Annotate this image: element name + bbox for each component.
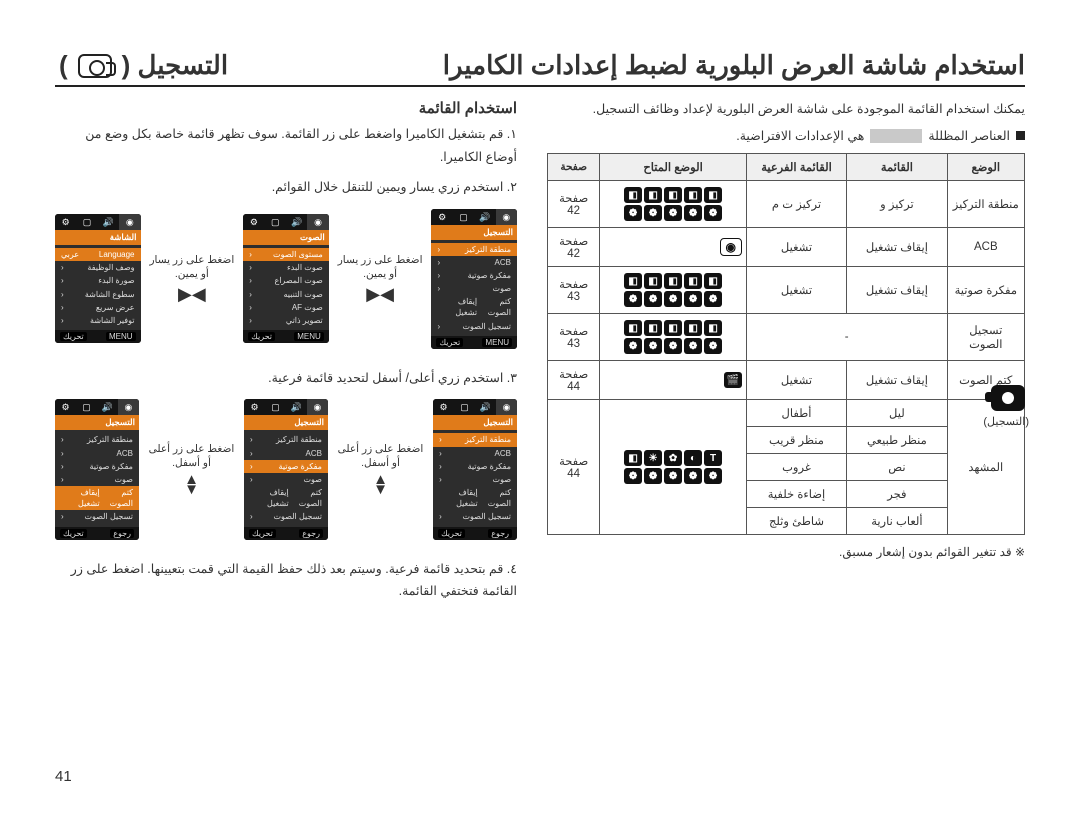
arrow-left-icon: ◀▶ bbox=[178, 285, 206, 303]
ud-arrow: اضغط على زر أعلى أو أسفل. ▲▼ bbox=[147, 443, 236, 495]
sub-title: التسجيل ( bbox=[122, 50, 228, 81]
lcd-screen: ◉🔊▢⚙ الشاشة Languageعربيوصف الوظيفة‹صورة… bbox=[55, 214, 141, 343]
camera-icon: ◉ bbox=[720, 238, 742, 256]
th-mode: الوضع bbox=[947, 154, 1024, 181]
camera-outline-icon bbox=[78, 54, 112, 78]
settings-table: الوضع القائمة القائمة الفرعية الوضع المت… bbox=[547, 153, 1025, 535]
lcd-screen: ◉🔊▢⚙ التسجيل منطقة التركيز‹ACB‹مفكرة صوت… bbox=[431, 209, 517, 349]
lcd-screen: ◉🔊▢⚙ الصوت مستوى الصوت‹صوت البدء‹صوت الم… bbox=[243, 214, 329, 343]
square-bullet-icon bbox=[1016, 131, 1025, 140]
intro-text: يمكنك استخدام القائمة الموجودة على شاشة … bbox=[547, 99, 1025, 120]
th-menu: القائمة bbox=[847, 154, 947, 181]
screens-row-1: ◉🔊▢⚙ التسجيل منطقة التركيز‹ACB‹مفكرة صوت… bbox=[55, 209, 517, 349]
step-2: ٢. استخدم زري يسار ويمين للتنقل خلال الق… bbox=[55, 176, 517, 199]
th-avail: الوضع المتاح bbox=[600, 154, 746, 181]
step-1: ١. قم بتشغيل الكاميرا واضغط على زر القائ… bbox=[55, 123, 517, 168]
table-row: منطقة التركيزتركيز وتركيز ت م◧◧◧◧◧❁❁❁❁❁ص… bbox=[548, 181, 1025, 228]
th-sub: القائمة الفرعية bbox=[746, 154, 846, 181]
ud-arrow: اضغط على زر أعلى أو أسفل. ▲▼ bbox=[336, 443, 425, 495]
lcd-screen: ◉🔊▢⚙ التسجيل منطقة التركيز‹ACB‹مفكرة صوت… bbox=[244, 399, 328, 539]
lr-arrow: اضغط على زر يسار أو يمين. ◀▶ bbox=[337, 254, 424, 303]
paren-close: ) bbox=[59, 50, 68, 81]
step-3: ٣. استخدم زري أعلى/ أسفل لتحديد قائمة فر… bbox=[55, 367, 517, 390]
table-row: كتم الصوتإيقاف تشغيلتشغيل🎬صفحة 44 bbox=[548, 361, 1025, 400]
movie-icon: 🎬 bbox=[724, 372, 742, 388]
arrow-updown-icon: ▲▼ bbox=[184, 475, 199, 496]
page-number: 41 bbox=[55, 768, 72, 785]
th-page: صفحة bbox=[548, 154, 600, 181]
lcd-screen: ◉🔊▢⚙ التسجيل منطقة التركيز‹ACB‹مفكرة صوت… bbox=[55, 399, 139, 539]
table-row: تسجيل الصوت-◧◧◧◧◧❁❁❁❁❁صفحة 43 bbox=[548, 314, 1025, 361]
screens-row-2: ◉🔊▢⚙ التسجيل منطقة التركيز‹ACB‹مفكرة صوت… bbox=[55, 399, 517, 539]
usage-heading: استخدام القائمة bbox=[55, 99, 517, 117]
page-title: استخدام شاشة العرض البلورية لضبط إعدادات… bbox=[443, 50, 1025, 81]
lcd-screen: ◉🔊▢⚙ التسجيل منطقة التركيز‹ACB‹مفكرة صوت… bbox=[433, 399, 517, 539]
step-4: ٤. قم بتحديد قائمة فرعية. وسيتم بعد ذلك … bbox=[55, 558, 517, 603]
camera-solid-icon bbox=[991, 385, 1025, 411]
defaults-note: العناصر المظللة هي الإعدادات الافتراضية. bbox=[547, 128, 1025, 143]
footnote: قد تتغير القوائم بدون إشعار مسبق. bbox=[547, 545, 1025, 559]
mode-side-label: (التسجيل) bbox=[987, 385, 1029, 428]
table-row: المشهدليلأطفالT◐✿☀◧❁❁❁❁❁صفحة 44 bbox=[548, 400, 1025, 427]
arrow-updown-icon: ▲▼ bbox=[373, 475, 388, 496]
arrow-left-icon: ◀▶ bbox=[366, 285, 394, 303]
table-row: مفكرة صوتيةإيقاف تشغيلتشغيل◧◧◧◧◧❁❁❁❁❁صفح… bbox=[548, 267, 1025, 314]
table-row: ACBإيقاف تشغيلتشغيل◉صفحة 42 bbox=[548, 228, 1025, 267]
lr-arrow: اضغط على زر يسار أو يمين. ◀▶ bbox=[149, 254, 236, 303]
shaded-swatch bbox=[870, 129, 922, 143]
